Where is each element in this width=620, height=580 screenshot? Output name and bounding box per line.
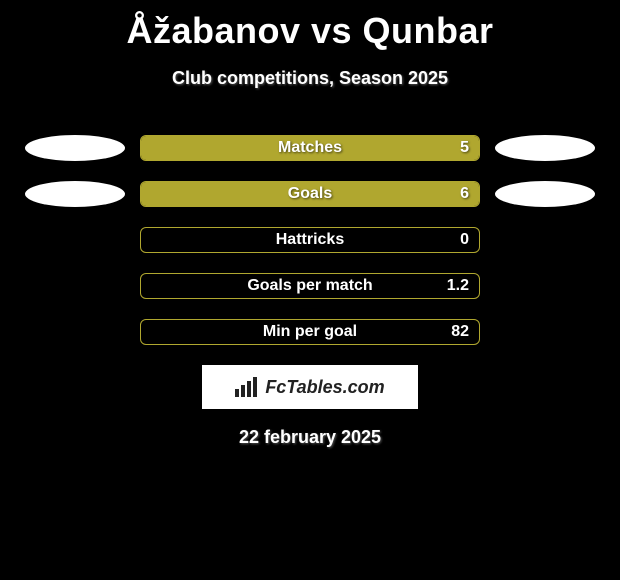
stat-label: Goals per match — [141, 277, 479, 295]
player-right-placeholder — [495, 181, 595, 207]
page-title: Åžabanov vs Qunbar — [0, 0, 620, 52]
stat-value: 0 — [460, 231, 469, 249]
player-left-placeholder — [25, 135, 125, 161]
stat-label: Min per goal — [141, 323, 479, 341]
player-right-placeholder — [495, 135, 595, 161]
stat-bar-fill — [141, 182, 479, 206]
left-side-slot — [10, 135, 140, 161]
right-side-slot — [480, 135, 610, 161]
stat-row: Goals6 — [0, 181, 620, 207]
stat-bar: Hattricks0 — [140, 227, 480, 253]
stat-bar: Min per goal82 — [140, 319, 480, 345]
stat-bar-fill — [141, 136, 479, 160]
brand-bars-icon — [235, 377, 259, 397]
date-text: 22 february 2025 — [0, 427, 620, 448]
stats-container: Matches5 Goals6 Hattricks0 Goals per match1… — [0, 135, 620, 345]
right-side-slot — [480, 181, 610, 207]
stat-bar: Goals per match1.2 — [140, 273, 480, 299]
left-side-slot — [10, 181, 140, 207]
stat-row: Matches5 — [0, 135, 620, 161]
brand-badge: FcTables.com — [202, 365, 418, 409]
stat-value: 1.2 — [447, 277, 469, 295]
subtitle: Club competitions, Season 2025 — [0, 68, 620, 89]
stat-bar: Goals6 — [140, 181, 480, 207]
player-left-placeholder — [25, 181, 125, 207]
stat-row: Min per goal82 — [0, 319, 620, 345]
stat-label: Hattricks — [141, 231, 479, 249]
stat-row: Goals per match1.2 — [0, 273, 620, 299]
brand-text: FcTables.com — [265, 377, 384, 398]
stat-value: 82 — [451, 323, 469, 341]
stat-bar: Matches5 — [140, 135, 480, 161]
stat-row: Hattricks0 — [0, 227, 620, 253]
